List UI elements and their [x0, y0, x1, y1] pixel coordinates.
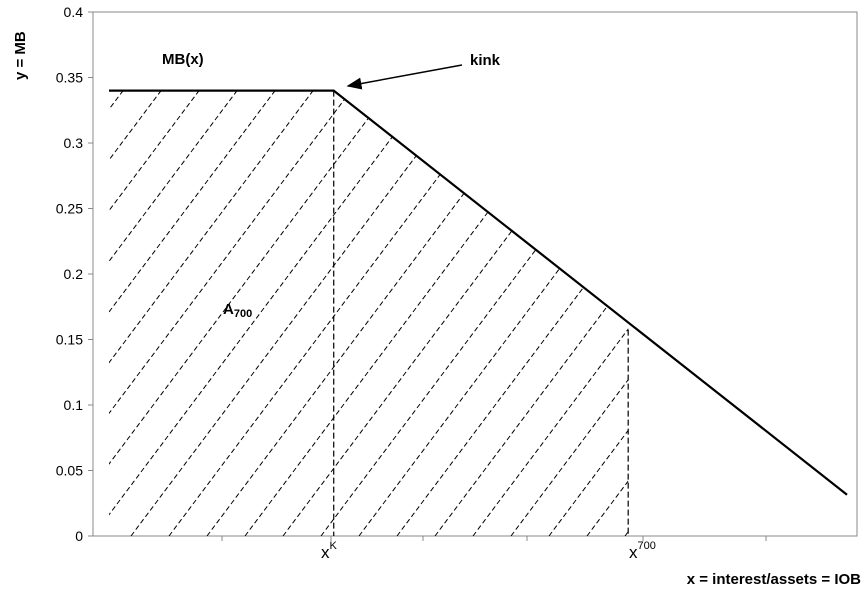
hatch-line [701, 56, 866, 536]
y-axis-label: y = MB [12, 31, 29, 80]
y-tick-label: 0.35 [56, 70, 83, 86]
hatch-line [396, 90, 629, 536]
xk-label: xK [321, 540, 338, 562]
x-ticks [221, 536, 767, 541]
hatch-line [815, 56, 866, 536]
x700-label: x700 [629, 540, 656, 562]
y-tick-label: 0.4 [64, 4, 84, 20]
hatch-line [777, 56, 866, 536]
hatch-line [624, 90, 629, 536]
hatch-line [244, 90, 606, 536]
hatch-line [548, 90, 629, 536]
hatch-line [206, 90, 568, 536]
x700-label-base: x [629, 543, 638, 562]
hatch-line [109, 90, 340, 536]
hatch-line [109, 90, 264, 536]
y-tick-label: 0 [75, 528, 83, 544]
y-tick-label: 0.3 [64, 135, 84, 151]
hatch-line [853, 56, 866, 536]
y-tick-label: 0.05 [56, 463, 83, 479]
marker-lines [333, 90, 629, 536]
xk-label-sup: K [330, 540, 338, 552]
y-tick-label: 0.2 [64, 266, 84, 282]
kink-arrow [346, 64, 463, 90]
area-label: A700 [223, 301, 252, 320]
mb-curve-line [109, 89, 848, 496]
hatch-line [130, 90, 492, 536]
hatch-line [663, 56, 866, 536]
y-tick-label: 0.25 [56, 201, 83, 217]
area-label-sub: 700 [234, 308, 252, 320]
x-axis-label: x = interest/assets = IOB [687, 571, 861, 588]
y-tick-label: 0.1 [64, 397, 84, 413]
hatch-line [358, 90, 629, 536]
x700-label-sup: 700 [638, 540, 656, 552]
hatched-area [109, 56, 866, 536]
hatch-line [168, 90, 530, 536]
hatch-line [109, 90, 188, 536]
hatch-line [434, 90, 629, 536]
hatch-line [109, 90, 302, 536]
y-ticks: 0 0.05 0.1 0.15 0.2 0.25 0.3 0.35 0.4 [56, 4, 93, 544]
hatch-line [510, 90, 629, 536]
hatch-line [282, 90, 629, 536]
hatch-line [109, 90, 454, 536]
curve-label: MB(x) [162, 51, 204, 68]
hatch-line [109, 90, 226, 536]
hatch-line [320, 90, 629, 536]
hatch-line [472, 90, 629, 536]
hatch-line [109, 90, 416, 536]
hatch-line [109, 90, 378, 536]
area-label-base: A [223, 301, 234, 318]
hatch-line [739, 56, 866, 536]
kink-label: kink [470, 52, 501, 69]
xk-label-base: x [321, 543, 330, 562]
hatch-line [586, 90, 629, 536]
y-tick-label: 0.15 [56, 332, 83, 348]
